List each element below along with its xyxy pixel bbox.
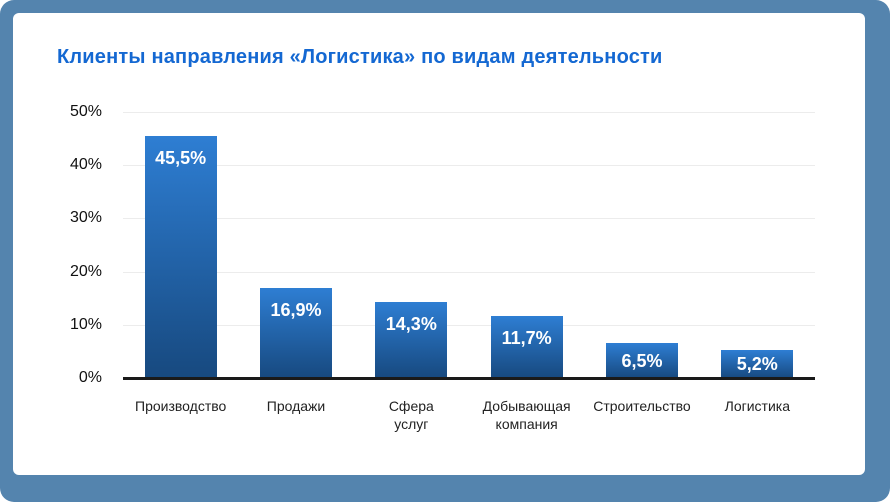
gridline	[123, 271, 815, 273]
bar-slot: 16,9%	[238, 112, 353, 378]
category-label: Производство	[135, 398, 227, 414]
x-axis-labels: Производство Продажи Сфера услуг Добывающая…	[123, 397, 815, 433]
y-tick-label: 40%	[69, 156, 102, 174]
bar-slot: 45,5%	[123, 112, 238, 378]
y-tick-label: 30%	[69, 209, 102, 227]
bar-value-label: 5,2%	[736, 354, 778, 375]
bar-value-label: 16,9%	[270, 300, 322, 321]
bar-slot: 11,7%	[469, 112, 584, 378]
bar-3: 14,3%	[375, 301, 448, 378]
category-label: Продажи	[266, 398, 326, 414]
bar-slot: 5,2%	[700, 112, 815, 378]
bar-6: 5,2%	[721, 350, 794, 378]
category-label: Строительство	[593, 398, 691, 414]
bar-slot: 6,5%	[584, 112, 699, 378]
gridline	[123, 218, 815, 220]
bar-chart: 50% 40% 30% 20% 10% 0% 45,5% 16,9% 14,3% 11,7% 6,…	[13, 13, 865, 475]
category-label: Сфера услуг	[388, 398, 434, 432]
gridline	[123, 324, 815, 326]
bar-1: 45,5%	[144, 135, 217, 378]
bars: 45,5% 16,9% 14,3% 11,7% 6,5% 5,2%	[123, 112, 815, 378]
gridline	[123, 165, 815, 167]
bar-2: 16,9%	[259, 288, 332, 378]
x-axis-line	[123, 377, 815, 380]
bar-value-label: 14,3%	[385, 313, 437, 334]
bar-value-label: 11,7%	[501, 327, 552, 348]
chart-title: Клиенты направления «Логистика» по видам…	[57, 46, 663, 68]
plot-area: 45,5% 16,9% 14,3% 11,7% 6,5% 5,2%	[123, 112, 815, 380]
bar-value-label: 6,5%	[621, 350, 663, 371]
bar-4: 11,7%	[490, 315, 563, 378]
bar-value-label: 45,5%	[155, 147, 207, 168]
bar-slot: 14,3%	[354, 112, 469, 378]
y-tick-label: 20%	[69, 262, 102, 280]
y-tick-label: 10%	[69, 315, 102, 333]
chart-card: Клиенты направления «Логистика» по видам…	[13, 13, 865, 475]
y-tick-label: 50%	[69, 103, 102, 120]
gridline	[123, 112, 815, 113]
category-label: Добывающая компания	[482, 398, 571, 432]
y-tick-label: 0%	[78, 369, 102, 386]
bar-5: 6,5%	[605, 343, 678, 378]
category-label: Логистика	[724, 398, 790, 414]
